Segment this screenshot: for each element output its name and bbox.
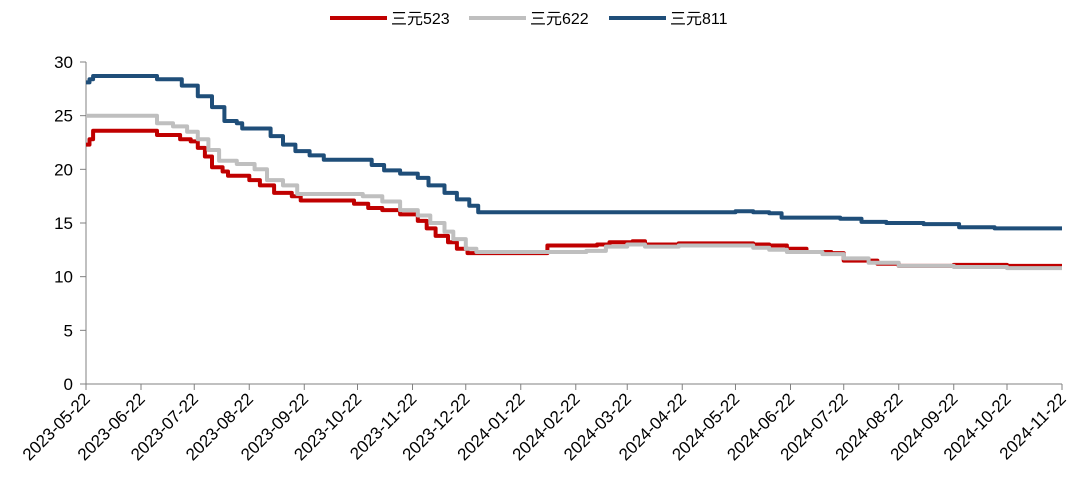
legend-label-3: 三元811 xyxy=(670,11,728,28)
plot-area xyxy=(86,74,1062,271)
series-line-1 xyxy=(86,128,1062,268)
y-tick-label: 15 xyxy=(54,214,73,233)
y-axis: 0 5 10 15 20 25 30 xyxy=(54,53,87,394)
legend-label-2: 三元622 xyxy=(530,11,589,28)
x-axis: 2023-05-222023-06-222023-07-222023-08-22… xyxy=(19,383,1070,464)
y-tick-label: 25 xyxy=(54,107,73,126)
series-line-3 xyxy=(86,74,1062,231)
legend: 三元523 三元622 三元811 xyxy=(330,11,728,28)
y-tick-label: 30 xyxy=(54,53,73,72)
y-tick-label: 10 xyxy=(54,268,73,287)
y-tick-label: 20 xyxy=(54,160,73,179)
y-tick-label: 0 xyxy=(64,375,73,394)
series-line-2 xyxy=(86,113,1062,271)
legend-label-1: 三元523 xyxy=(391,11,450,28)
y-tick-label: 5 xyxy=(64,321,73,340)
